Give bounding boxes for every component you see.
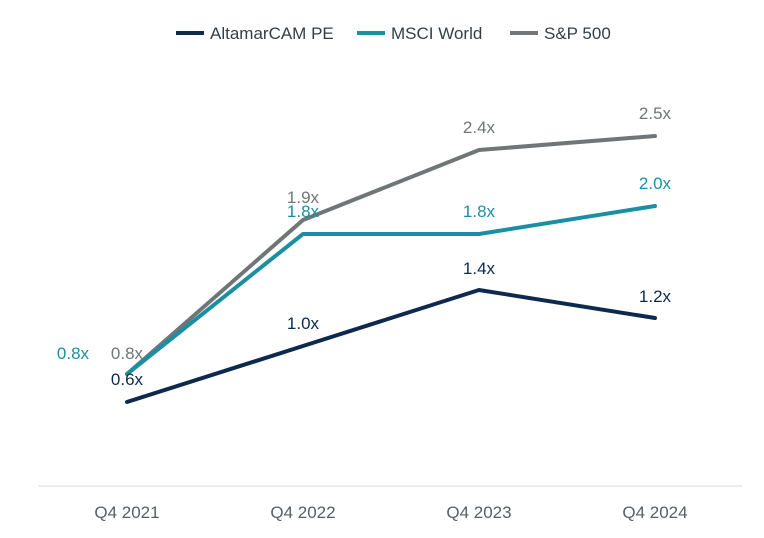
series-line-2 bbox=[125, 134, 657, 376]
legend-label-1: MSCI World bbox=[391, 24, 482, 43]
data-label-s1-p0: 0.8x bbox=[57, 344, 90, 363]
data-label-s1-p1: 1.8x bbox=[287, 202, 320, 221]
data-label-s0-p2: 1.4x bbox=[463, 259, 496, 278]
x-tick-label-3: Q4 2024 bbox=[622, 503, 687, 522]
data-label-s0-p0: 0.6x bbox=[111, 370, 144, 389]
x-tick-label-0: Q4 2021 bbox=[94, 503, 159, 522]
series-lines bbox=[125, 134, 657, 404]
legend-label-2: S&P 500 bbox=[544, 24, 611, 43]
legend-label-0: AltamarCAM PE bbox=[210, 24, 334, 43]
series-line-1 bbox=[125, 204, 657, 376]
x-axis-ticks: Q4 2021 Q4 2022 Q4 2023 Q4 2024 bbox=[94, 503, 687, 522]
x-tick-label-2: Q4 2023 bbox=[446, 503, 511, 522]
data-label-s0-p1: 1.0x bbox=[287, 314, 320, 333]
data-label-s1-p3: 2.0x bbox=[639, 174, 672, 193]
legend: AltamarCAM PE MSCI World S&P 500 bbox=[176, 24, 611, 43]
data-label-s2-p1: 1.9x bbox=[287, 188, 320, 207]
data-labels: 0.6x 1.0x 1.4x 1.2x 0.8x 1.8x 1.8x 2.0x 0.8x 1.9x… bbox=[57, 104, 672, 389]
series-line-0 bbox=[125, 288, 657, 404]
data-label-s1-p2: 1.8x bbox=[463, 202, 496, 221]
data-label-s2-p0: 0.8x bbox=[111, 344, 144, 363]
data-label-s0-p3: 1.2x bbox=[639, 287, 672, 306]
x-tick-label-1: Q4 2022 bbox=[270, 503, 335, 522]
data-label-s2-p2: 2.4x bbox=[463, 118, 496, 137]
data-label-s2-p3: 2.5x bbox=[639, 104, 672, 123]
